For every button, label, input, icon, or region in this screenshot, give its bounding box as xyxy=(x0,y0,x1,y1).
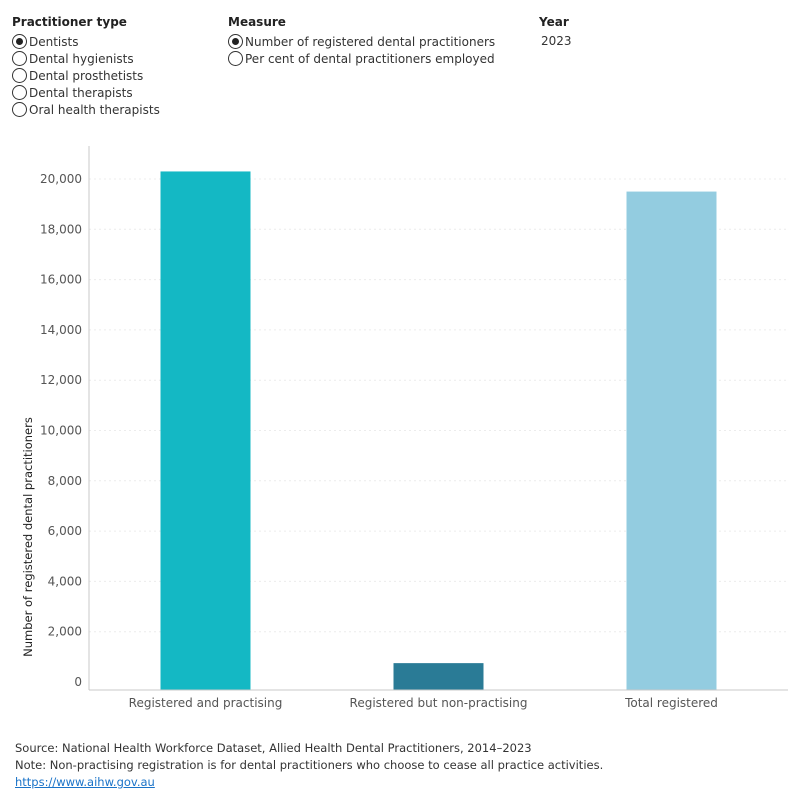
measure-filter: Measure Number of registered dental prac… xyxy=(228,14,495,67)
bars xyxy=(160,171,717,690)
practitioner-type-title: Practitioner type xyxy=(12,15,127,29)
aihw-link[interactable]: https://www.aihw.gov.au xyxy=(15,775,155,789)
x-axis-categories: Registered and practising Registered but … xyxy=(129,696,718,710)
measure-option[interactable]: Per cent of dental practitioners employe… xyxy=(228,50,495,67)
measure-option-label: Number of registered dental practitioner… xyxy=(245,34,496,49)
practitioner-type-option-label: Dental hygienists xyxy=(29,51,134,66)
y-tick-label: 12,000 xyxy=(40,373,82,387)
y-tick-label: 4,000 xyxy=(48,574,82,588)
practitioner-type-options: Dentists Dental hygienists Dental prosthet… xyxy=(12,33,160,118)
radio-button-icon[interactable] xyxy=(12,34,27,49)
measure-option-label: Per cent of dental practitioners employe… xyxy=(245,51,495,66)
practitioner-type-option[interactable]: Dental therapists xyxy=(12,84,160,101)
practitioner-type-option[interactable]: Oral health therapists xyxy=(12,101,160,118)
footer: Source: National Health Workforce Datase… xyxy=(15,740,603,791)
practitioner-type-filter: Practitioner type Dentists Dental hygieni… xyxy=(12,14,160,118)
y-tick-label: 18,000 xyxy=(40,222,82,236)
practitioner-type-option-label: Dental prosthetists xyxy=(29,68,144,83)
y-axis-label: Number of registered dental practitioner… xyxy=(21,417,35,657)
radio-button-icon[interactable] xyxy=(12,68,27,83)
year-filter[interactable]: Year 2023 xyxy=(539,14,572,50)
measure-options: Number of registered dental practitioner… xyxy=(228,33,495,67)
x-category-label: Total registered xyxy=(624,696,718,710)
practitioner-type-option[interactable]: Dental hygienists xyxy=(12,50,160,67)
bar[interactable] xyxy=(626,191,717,690)
radio-button-icon[interactable] xyxy=(12,85,27,100)
x-category-label: Registered but non-practising xyxy=(350,696,528,710)
practitioner-type-option[interactable]: Dental prosthetists xyxy=(12,67,160,84)
source-text: Source: National Health Workforce Datase… xyxy=(15,741,532,755)
radio-button-icon[interactable] xyxy=(12,51,27,66)
y-axis-ticks: 0 2,000 4,000 6,000 8,000 10,000 12,000 14,000 1… xyxy=(40,172,82,689)
y-tick-label: 10,000 xyxy=(40,424,82,438)
practitioner-type-option-label: Oral health therapists xyxy=(29,102,160,117)
practitioner-type-option-label: Dental therapists xyxy=(29,85,133,100)
practitioner-type-option-label: Dentists xyxy=(29,34,79,49)
x-category-label: Registered and practising xyxy=(129,696,283,710)
note-text: Note: Non-practising registration is for… xyxy=(15,758,604,772)
y-tick-label: 0 xyxy=(74,675,82,689)
radio-button-icon[interactable] xyxy=(228,34,243,49)
bar[interactable] xyxy=(160,171,251,690)
bar-chart: 0 2,000 4,000 6,000 8,000 10,000 12,000 14,000 1… xyxy=(21,146,788,710)
y-tick-label: 2,000 xyxy=(48,625,82,639)
radio-button-icon[interactable] xyxy=(12,102,27,117)
year-value[interactable]: 2023 xyxy=(541,34,572,48)
y-tick-label: 14,000 xyxy=(40,323,82,337)
radio-button-icon[interactable] xyxy=(228,51,243,66)
measure-option[interactable]: Number of registered dental practitioner… xyxy=(228,33,495,50)
measure-title: Measure xyxy=(228,15,286,29)
y-tick-label: 20,000 xyxy=(40,172,82,186)
y-tick-label: 16,000 xyxy=(40,273,82,287)
year-title: Year xyxy=(539,15,569,29)
y-tick-label: 8,000 xyxy=(48,474,82,488)
y-tick-label: 6,000 xyxy=(48,524,82,538)
practitioner-type-option[interactable]: Dentists xyxy=(12,33,160,50)
bar[interactable] xyxy=(393,663,484,690)
